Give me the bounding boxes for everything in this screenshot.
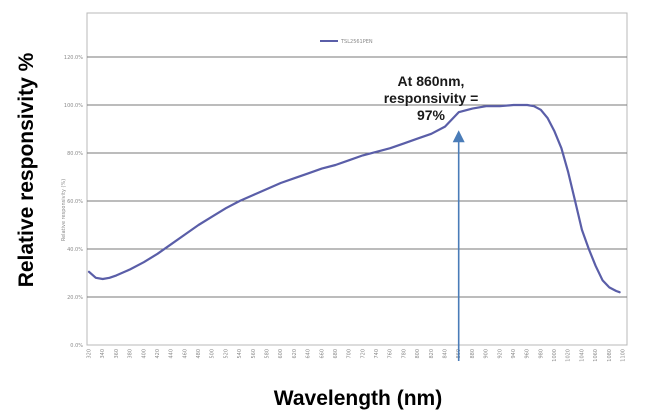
x-tick-label: 800	[415, 349, 421, 359]
x-tick-label: 1080	[607, 349, 613, 362]
x-tick-label: 600	[278, 349, 284, 359]
annotation-line-1: At 860nm,	[398, 73, 465, 89]
series-layer	[87, 103, 621, 294]
x-tick-label: 400	[141, 349, 147, 359]
x-tick-label: 760	[388, 349, 394, 359]
x-tick-label: 520	[223, 349, 229, 359]
x-tick-label: 840	[443, 349, 449, 359]
annotation-line-3: 97%	[417, 107, 446, 123]
x-tick-label: 1000	[552, 349, 558, 362]
x-tick-label: 1060	[593, 349, 599, 362]
x-tick-label: 720	[360, 349, 366, 359]
x-tick-label: 1100	[621, 349, 627, 362]
y-tick-label: 120.0%	[64, 55, 83, 61]
y-tick-label: 20.0%	[67, 295, 83, 301]
x-tick-label: 900	[484, 349, 490, 359]
x-tick-label: 380	[128, 349, 134, 359]
y-tick-label: 100.0%	[64, 103, 83, 109]
x-tick-label: 680	[333, 349, 339, 359]
x-tick-label: 620	[292, 349, 298, 359]
x-tick-label: 640	[306, 349, 312, 359]
annotation-arrow	[452, 130, 465, 361]
y-axis-title: Relative responsivity %	[15, 52, 38, 287]
x-tick-label: 500	[210, 349, 216, 359]
x-tick-label: 540	[237, 349, 243, 359]
x-tick-label: 480	[196, 349, 202, 359]
legend: TSL2561PEN	[320, 39, 373, 45]
x-tick-label: 780	[401, 349, 407, 359]
x-tick-label: 920	[497, 349, 503, 359]
x-axis-ticks: 320 340 360 380 400 420 440 460 480 500 520 540 560 5…	[87, 349, 627, 362]
x-tick-label: 980	[538, 349, 544, 359]
x-tick-label: 940	[511, 349, 517, 359]
x-tick-label: 700	[347, 349, 353, 359]
y-tick-label: 40.0%	[67, 247, 83, 253]
x-tick-label: 660	[319, 349, 325, 359]
y-tick-label: 60.0%	[67, 199, 83, 205]
x-axis-title: Wavelength (nm)	[274, 387, 442, 410]
x-tick-label: 420	[155, 349, 161, 359]
inner-y-axis-label: Relative responsivity (%)	[61, 179, 67, 241]
x-tick-label: 560	[251, 349, 257, 359]
x-tick-label: 580	[265, 349, 271, 359]
x-tick-label: 320	[87, 349, 93, 359]
annotation-arrow-head	[452, 130, 465, 143]
x-tick-label: 880	[470, 349, 476, 359]
x-tick-label: 360	[114, 349, 120, 359]
x-tick-label: 960	[525, 349, 531, 359]
y-axis-ticks: 0.0% 20.0% 40.0% 60.0% 80.0% 100.0% 120.0%	[64, 55, 83, 349]
y-tick-label: 80.0%	[67, 151, 83, 157]
x-tick-label: 740	[374, 349, 380, 359]
x-tick-label: 1040	[579, 349, 585, 362]
plot-frame	[86, 12, 628, 346]
series-line	[87, 103, 621, 294]
annotation-line-2: responsivity =	[384, 90, 479, 106]
x-tick-label: 1020	[566, 349, 572, 362]
x-tick-label: 340	[100, 349, 106, 359]
x-tick-label: 460	[182, 349, 188, 359]
legend-label: TSL2561PEN	[340, 39, 373, 45]
x-tick-label: 440	[169, 349, 175, 359]
y-tick-label: 0.0%	[70, 343, 83, 349]
gridlines	[87, 56, 627, 298]
x-tick-label: 820	[429, 349, 435, 359]
